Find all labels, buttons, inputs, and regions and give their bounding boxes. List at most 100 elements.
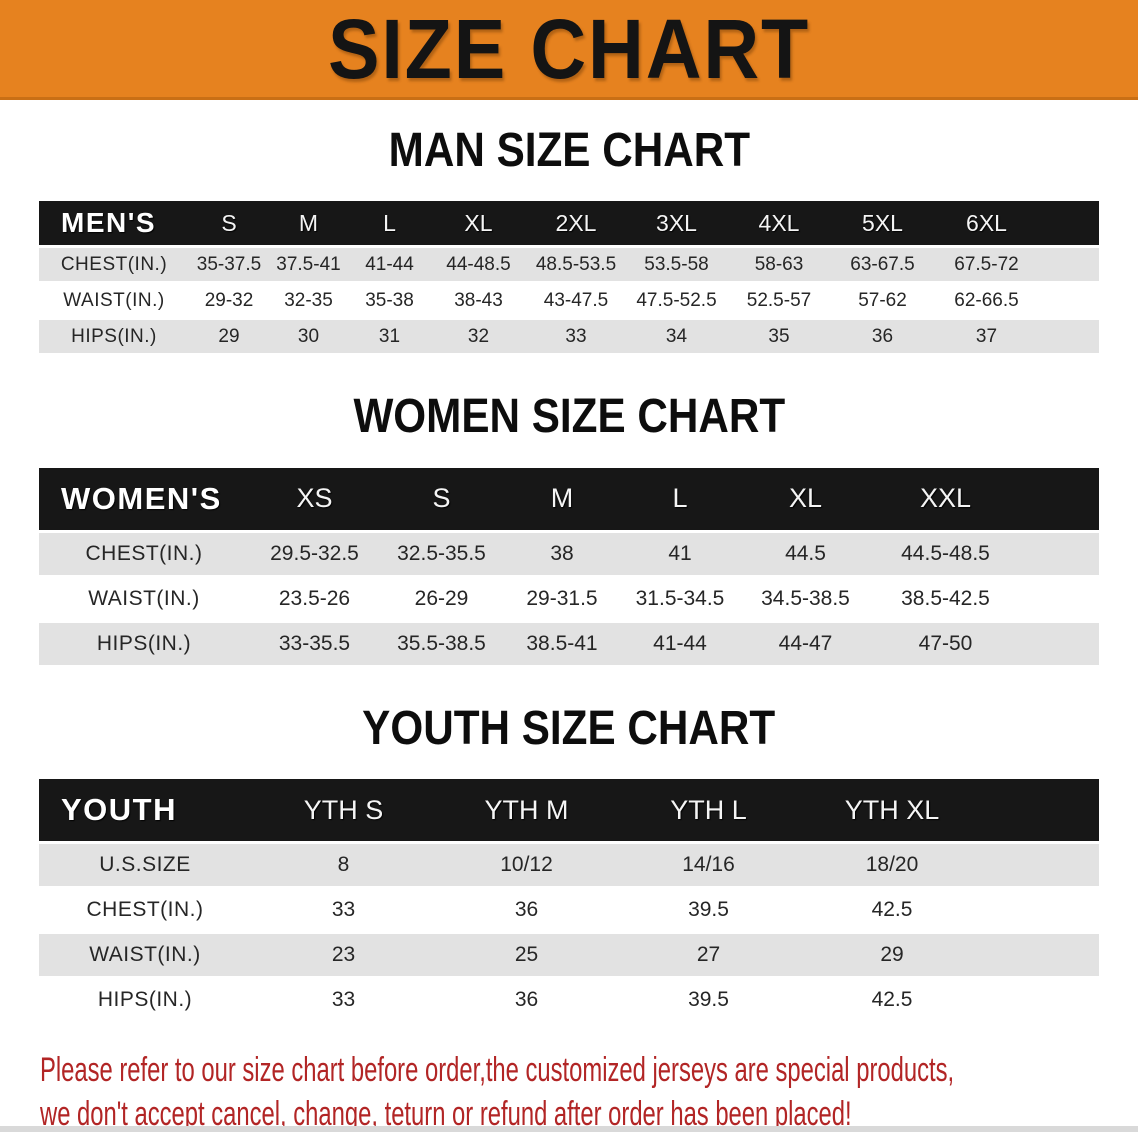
filler-cell — [1039, 248, 1099, 282]
table-row: WAIST(IN.) 23.5-26 26-29 29-31.5 31.5-34.5 34… — [39, 577, 1099, 620]
filler-header-cell — [984, 779, 1099, 842]
size-value-cell: 32-35 — [269, 284, 348, 318]
column-header: S — [189, 201, 269, 246]
size-value-cell: 29 — [189, 320, 269, 354]
column-header: 2XL — [526, 201, 626, 246]
section-heading-text: WOMEN SIZE CHART — [353, 390, 785, 444]
size-value-cell: 39.5 — [617, 979, 800, 1022]
filler-cell — [984, 979, 1099, 1022]
row-label: HIPS(IN.) — [39, 979, 251, 1022]
section-heading: YOUTH SIZE CHART — [0, 703, 1138, 754]
size-value-cell: 37 — [934, 320, 1039, 354]
size-value-cell: 53.5-58 — [626, 248, 727, 282]
size-value-cell: 26-29 — [380, 577, 503, 620]
row-label: WAIST(IN.) — [39, 284, 189, 318]
table-row: WAIST(IN.) 23 25 27 29 — [39, 934, 1099, 977]
size-value-cell: 63-67.5 — [831, 248, 934, 282]
size-value-cell: 35-38 — [348, 284, 431, 318]
table-title: MEN'S — [39, 201, 189, 246]
size-value-cell: 41 — [621, 532, 739, 575]
size-value-cell: 41-44 — [621, 622, 739, 665]
column-header: YTH S — [251, 779, 436, 842]
size-value-cell: 67.5-72 — [934, 248, 1039, 282]
size-value-cell: 57-62 — [831, 284, 934, 318]
size-value-cell: 38-43 — [431, 284, 526, 318]
column-header: YTH XL — [800, 779, 984, 842]
size-value-cell: 44-48.5 — [431, 248, 526, 282]
size-value-cell: 52.5-57 — [727, 284, 831, 318]
size-value-cell: 42.5 — [800, 979, 984, 1022]
table-header-row: YOUTH YTH S YTH M YTH L YTH XL — [39, 779, 1099, 842]
bottom-edge-divider — [0, 1126, 1138, 1132]
size-value-cell: 33-35.5 — [249, 622, 380, 665]
column-header: M — [269, 201, 348, 246]
banner: SIZE CHART — [0, 0, 1138, 100]
row-label: U.S.SIZE — [39, 844, 251, 887]
table-row: HIPS(IN.) 33 36 39.5 42.5 — [39, 979, 1099, 1022]
table-row: HIPS(IN.) 33-35.5 35.5-38.5 38.5-41 41-44 44-… — [39, 622, 1099, 665]
size-value-cell: 23 — [251, 934, 436, 977]
row-label: WAIST(IN.) — [39, 577, 249, 620]
size-value-cell: 34.5-38.5 — [739, 577, 872, 620]
size-value-cell: 36 — [436, 979, 617, 1022]
size-value-cell: 18/20 — [800, 844, 984, 887]
size-value-cell: 41-44 — [348, 248, 431, 282]
size-chart-sections: MAN SIZE CHART MEN'S S M L XL 2XL 3XL 4XL 5XL 6XL… — [0, 124, 1138, 1024]
column-header: 6XL — [934, 201, 1039, 246]
column-header: XXL — [872, 467, 1019, 530]
filler-header-cell — [1039, 201, 1099, 246]
table-header-row: MEN'S S M L XL 2XL 3XL 4XL 5XL 6XL — [39, 201, 1099, 246]
size-value-cell: 43-47.5 — [526, 284, 626, 318]
size-table: MEN'S S M L XL 2XL 3XL 4XL 5XL 6XL CHEST(IN.) 35-3… — [39, 198, 1099, 356]
size-value-cell: 27 — [617, 934, 800, 977]
table-row: HIPS(IN.) 29 30 31 32 33 34 35 36 37 — [39, 320, 1099, 354]
column-header: 4XL — [727, 201, 831, 246]
size-value-cell: 35-37.5 — [189, 248, 269, 282]
size-value-cell: 31.5-34.5 — [621, 577, 739, 620]
size-value-cell: 35 — [727, 320, 831, 354]
size-value-cell: 33 — [251, 979, 436, 1022]
column-header: XL — [739, 467, 872, 530]
row-label: HIPS(IN.) — [39, 320, 189, 354]
size-value-cell: 29 — [800, 934, 984, 977]
size-value-cell: 44.5-48.5 — [872, 532, 1019, 575]
filler-cell — [1019, 532, 1099, 575]
column-header: XS — [249, 467, 380, 530]
size-value-cell: 29-32 — [189, 284, 269, 318]
section-heading-text: MAN SIZE CHART — [388, 124, 750, 177]
column-header: L — [621, 467, 739, 530]
size-value-cell: 42.5 — [800, 889, 984, 932]
table-row: CHEST(IN.) 33 36 39.5 42.5 — [39, 889, 1099, 932]
size-value-cell: 36 — [831, 320, 934, 354]
size-value-cell: 32 — [431, 320, 526, 354]
table-row: U.S.SIZE 8 10/12 14/16 18/20 — [39, 844, 1099, 887]
size-value-cell: 38.5-42.5 — [872, 577, 1019, 620]
column-header: S — [380, 467, 503, 530]
column-header: YTH M — [436, 779, 617, 842]
filler-cell — [1039, 284, 1099, 318]
size-value-cell: 34 — [626, 320, 727, 354]
disclaimer: Please refer to our size chart before or… — [40, 1048, 1138, 1132]
size-value-cell: 44.5 — [739, 532, 872, 575]
column-header: 5XL — [831, 201, 934, 246]
size-value-cell: 58-63 — [727, 248, 831, 282]
size-value-cell: 35.5-38.5 — [380, 622, 503, 665]
size-value-cell: 29-31.5 — [503, 577, 621, 620]
size-table: YOUTH YTH S YTH M YTH L YTH XL U.S.SIZE 8 10/1… — [39, 776, 1099, 1024]
size-value-cell: 10/12 — [436, 844, 617, 887]
column-header: M — [503, 467, 621, 530]
table-row: WAIST(IN.) 29-32 32-35 35-38 38-43 43-47.5 47.… — [39, 284, 1099, 318]
size-value-cell: 44-47 — [739, 622, 872, 665]
filler-cell — [1019, 577, 1099, 620]
size-value-cell: 38.5-41 — [503, 622, 621, 665]
disclaimer-line-2: we don't accept cancel, change, teturn o… — [40, 1095, 852, 1132]
row-label: CHEST(IN.) — [39, 889, 251, 932]
size-value-cell: 33 — [251, 889, 436, 932]
table-row: CHEST(IN.) 35-37.5 37.5-41 41-44 44-48.5 48.5… — [39, 248, 1099, 282]
filler-cell — [984, 889, 1099, 932]
size-table: WOMEN'S XS S M L XL XXL CHEST(IN.) 29.5-32.5 32.… — [39, 465, 1099, 668]
chart-section: WOMEN SIZE CHART WOMEN'S XS S M L XL XXL CHEST… — [0, 390, 1138, 668]
table-row: CHEST(IN.) 29.5-32.5 32.5-35.5 38 41 44.5 44.5… — [39, 532, 1099, 575]
filler-cell — [984, 934, 1099, 977]
column-header: XL — [431, 201, 526, 246]
